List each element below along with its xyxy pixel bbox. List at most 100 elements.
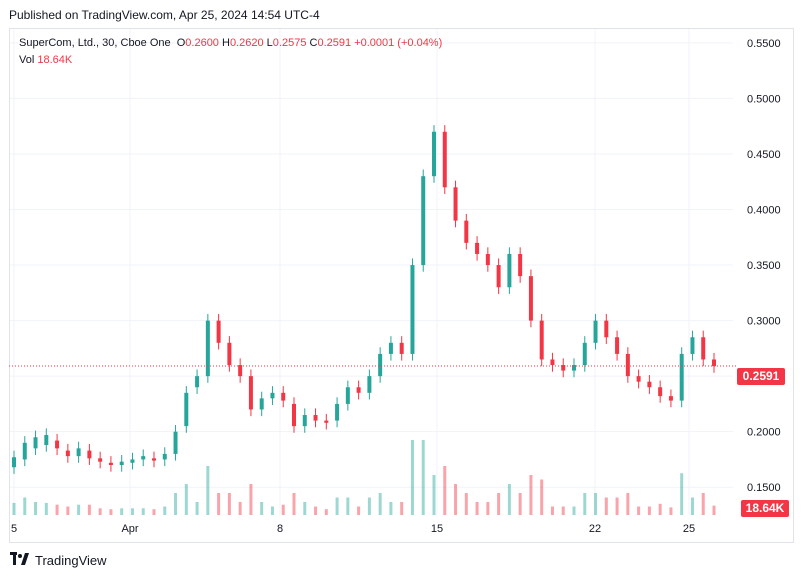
candle-body xyxy=(399,342,404,354)
x-tick-label: 5 xyxy=(11,523,17,535)
candle-body xyxy=(572,365,576,371)
volume-bar xyxy=(497,493,501,515)
volume-bar xyxy=(432,475,436,515)
x-tick-label: 15 xyxy=(431,523,443,535)
volume-bar xyxy=(680,473,684,515)
published-caption: Published on TradingView.com, Apr 25, 20… xyxy=(9,8,320,22)
x-tick-label: Apr xyxy=(121,523,138,535)
candle-body xyxy=(184,392,189,427)
candle-body xyxy=(12,457,16,468)
candle-body xyxy=(410,265,415,354)
candle-body xyxy=(335,403,340,421)
candle-body xyxy=(65,450,70,457)
y-tick-label: 0.2000 xyxy=(747,427,781,439)
volume-bar xyxy=(389,502,393,515)
volume-bar xyxy=(712,505,716,515)
volume-bar xyxy=(443,466,447,515)
candle-body xyxy=(248,376,253,410)
candle-body xyxy=(625,353,630,377)
volume-bar xyxy=(540,479,544,515)
candle-body xyxy=(701,337,706,360)
candle-body xyxy=(668,396,673,401)
candle-body xyxy=(528,276,533,321)
legend-close-value: 0.2591 xyxy=(317,37,352,49)
y-tick-label: 0.5500 xyxy=(747,38,781,50)
volume-bar xyxy=(324,509,328,515)
candle-body xyxy=(658,387,663,397)
candle-body xyxy=(119,461,124,466)
candle-body xyxy=(507,253,512,288)
y-tick-label: 0.4000 xyxy=(747,205,781,217)
candle-body xyxy=(55,440,60,449)
candle-body xyxy=(195,376,200,388)
volume-bar xyxy=(335,497,339,515)
candle-body xyxy=(33,437,38,449)
volume-bar xyxy=(454,484,458,515)
candle-body xyxy=(561,365,566,371)
volume-bar xyxy=(367,497,371,515)
volume-bar xyxy=(120,508,124,515)
tradingview-logo-icon xyxy=(10,552,30,569)
last-price-tag: 0.2591 xyxy=(737,368,785,385)
candle-body xyxy=(324,420,329,423)
candle-body xyxy=(615,337,620,354)
volume-bar xyxy=(378,493,382,515)
volume-bar xyxy=(529,475,533,515)
grid-layer xyxy=(10,29,733,515)
candle-body xyxy=(302,415,307,427)
candle-body xyxy=(345,387,350,404)
volume-bar xyxy=(357,506,361,515)
candle-body xyxy=(367,376,372,393)
candle-body xyxy=(647,381,652,388)
volume-bar xyxy=(421,440,425,515)
volume-bar xyxy=(669,507,673,515)
legend-open-label: O xyxy=(176,37,186,49)
y-tick-label: 0.4500 xyxy=(747,149,781,161)
volume-bar xyxy=(77,504,81,515)
volume-bar xyxy=(518,493,522,515)
candle-body xyxy=(518,253,523,277)
volume-bar xyxy=(184,484,188,515)
volume-bar xyxy=(141,508,145,515)
last-volume-tag: 18.64K xyxy=(741,500,789,517)
candle-body xyxy=(539,320,544,360)
candle-body xyxy=(453,187,458,221)
volume-bar xyxy=(604,497,608,515)
x-tick-label: 22 xyxy=(589,523,601,535)
volume-bar xyxy=(583,493,587,515)
candle-body xyxy=(98,458,103,462)
volume-bar xyxy=(292,493,296,515)
x-tick-label: 8 xyxy=(277,523,283,535)
volume-bar xyxy=(109,509,113,515)
candle-body xyxy=(582,342,587,366)
footer-brand[interactable]: TradingView xyxy=(10,552,107,569)
candle-body xyxy=(593,320,598,343)
legend-change-value: +0.0001 (+0.04%) xyxy=(354,37,443,49)
candle-body xyxy=(141,456,146,460)
volume-bar xyxy=(227,493,231,515)
candle-body xyxy=(712,359,716,367)
candle-body xyxy=(292,403,296,427)
y-tick-label: 0.1500 xyxy=(747,482,781,494)
volume-bar xyxy=(572,506,576,515)
candle-body xyxy=(44,435,49,446)
candle-body xyxy=(485,253,490,266)
legend-high-value: 0.2620 xyxy=(229,37,264,49)
legend-volume-row: Vol 18.64K xyxy=(19,52,442,69)
volume-bar xyxy=(701,493,705,515)
candle-body xyxy=(313,415,318,421)
candle-body xyxy=(432,131,436,177)
volume-bar xyxy=(12,502,16,515)
volume-bar xyxy=(615,497,619,515)
volume-bar xyxy=(550,506,554,515)
candle-body xyxy=(238,365,243,377)
legend-vol-value: 18.64K xyxy=(37,54,73,66)
footer-brand-label: TradingView xyxy=(35,553,107,568)
volume-bar xyxy=(626,493,630,515)
volume-bar xyxy=(475,502,479,515)
candle-body xyxy=(22,442,27,460)
candle-body xyxy=(270,392,275,399)
volume-bar xyxy=(464,493,468,515)
candle-body xyxy=(87,450,92,459)
